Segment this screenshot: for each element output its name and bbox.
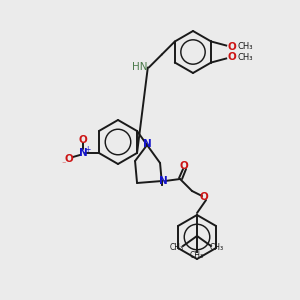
Text: O: O <box>227 52 236 62</box>
Text: O: O <box>227 41 236 52</box>
Text: CH₃: CH₃ <box>190 251 204 260</box>
Text: HN: HN <box>132 62 148 73</box>
Text: +: + <box>84 145 90 154</box>
Text: O: O <box>64 154 73 164</box>
Text: CH₃: CH₃ <box>237 42 253 51</box>
Text: N: N <box>143 139 152 149</box>
Text: O: O <box>180 161 188 171</box>
Text: O: O <box>200 192 208 202</box>
Text: CH₃: CH₃ <box>210 244 224 253</box>
Text: N: N <box>159 176 167 186</box>
Text: O: O <box>79 135 87 145</box>
Text: N: N <box>79 148 87 158</box>
Text: CH₃: CH₃ <box>170 244 184 253</box>
Text: ⁻: ⁻ <box>62 160 66 169</box>
Text: CH₃: CH₃ <box>237 53 253 62</box>
